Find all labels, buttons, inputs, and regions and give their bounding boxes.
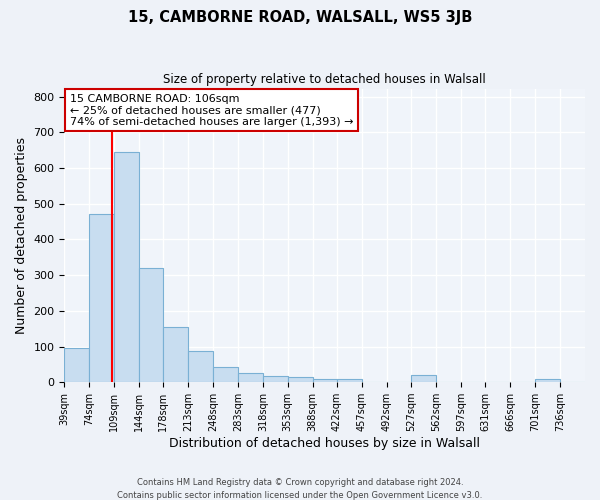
X-axis label: Distribution of detached houses by size in Walsall: Distribution of detached houses by size … [169, 437, 480, 450]
Bar [89, 214, 114, 382]
Bar [535, 380, 560, 382]
Bar [263, 376, 288, 382]
Bar [412, 375, 436, 382]
Text: 15, CAMBORNE ROAD, WALSALL, WS5 3JB: 15, CAMBORNE ROAD, WALSALL, WS5 3JB [128, 10, 472, 25]
Text: Contains HM Land Registry data © Crown copyright and database right 2024.
Contai: Contains HM Land Registry data © Crown c… [118, 478, 482, 500]
Bar [114, 152, 139, 382]
Bar [313, 378, 337, 382]
Title: Size of property relative to detached houses in Walsall: Size of property relative to detached ho… [163, 72, 486, 86]
Bar [238, 374, 263, 382]
Y-axis label: Number of detached properties: Number of detached properties [15, 138, 28, 334]
Bar [139, 268, 163, 382]
Bar [64, 348, 89, 382]
Text: 15 CAMBORNE ROAD: 106sqm
← 25% of detached houses are smaller (477)
74% of semi-: 15 CAMBORNE ROAD: 106sqm ← 25% of detach… [70, 94, 353, 127]
Bar [288, 377, 313, 382]
Bar [337, 378, 362, 382]
Bar [163, 327, 188, 382]
Bar [188, 351, 213, 382]
Bar [213, 367, 238, 382]
